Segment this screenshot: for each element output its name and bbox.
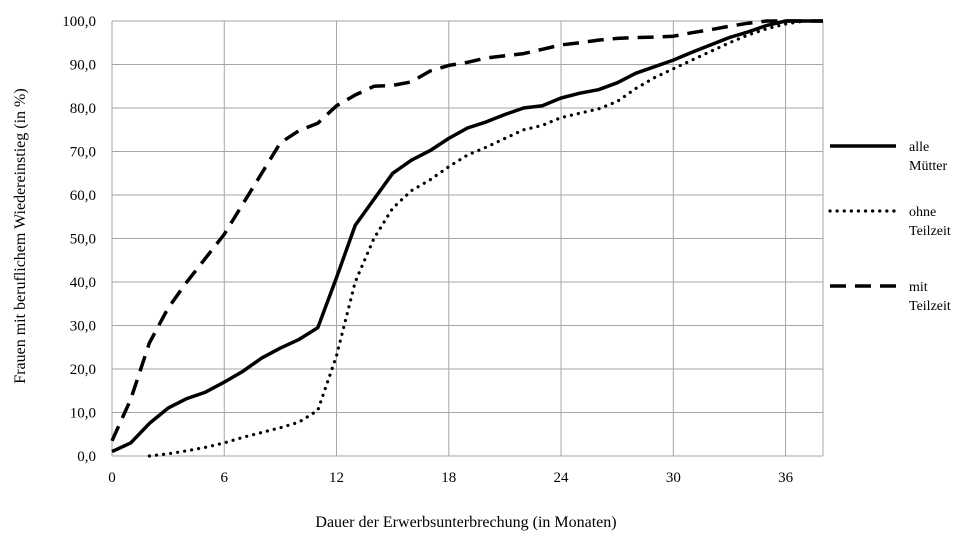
series-line-dashed xyxy=(110,19,823,442)
y-tick-label: 90,0 xyxy=(70,58,96,74)
y-axis-label: Frauen mit beruflichem Wiedereinstieg (i… xyxy=(12,88,29,383)
legend-label: alle xyxy=(909,140,929,155)
grid xyxy=(111,20,824,457)
legend-label: Mütter xyxy=(909,159,947,174)
series-line-dotted xyxy=(147,19,825,458)
y-tick-label: 80,0 xyxy=(70,101,96,117)
tick-labels: 0,0 10,0 20,0 30,0 40,0 50,0 60,0 70,0 80,0 90,0 1… xyxy=(62,14,793,486)
legend-label: Teilzeit xyxy=(909,224,951,239)
y-tick-label: 0,0 xyxy=(77,449,96,465)
legend-label: Teilzeit xyxy=(909,299,951,314)
y-tick-label: 60,0 xyxy=(70,188,96,204)
x-tick-label: 12 xyxy=(329,470,344,486)
legend-label: mit xyxy=(909,280,928,295)
x-tick-label: 30 xyxy=(666,470,681,486)
y-tick-label: 40,0 xyxy=(70,275,96,291)
y-tick-label: 50,0 xyxy=(70,232,96,248)
x-tick-label: 36 xyxy=(778,470,794,486)
legend-label: ohne xyxy=(909,205,936,220)
x-tick-label: 24 xyxy=(554,470,570,486)
y-tick-label: 100,0 xyxy=(62,14,96,30)
y-tick-label: 10,0 xyxy=(70,406,96,422)
x-tick-label: 18 xyxy=(441,470,456,486)
y-tick-label: 30,0 xyxy=(70,319,96,335)
y-tick-label: 20,0 xyxy=(70,362,96,378)
legend: alle Mütter ohne Teilzeit mit Teilzeit xyxy=(828,140,951,314)
x-tick-label: 0 xyxy=(108,470,116,486)
y-tick-label: 70,0 xyxy=(70,145,96,161)
series-line-solid xyxy=(111,19,823,454)
x-tick-label: 6 xyxy=(221,470,229,486)
x-axis-label: Dauer der Erwerbsunterbrechung (in Monat… xyxy=(315,514,616,531)
series-lines xyxy=(110,19,825,458)
